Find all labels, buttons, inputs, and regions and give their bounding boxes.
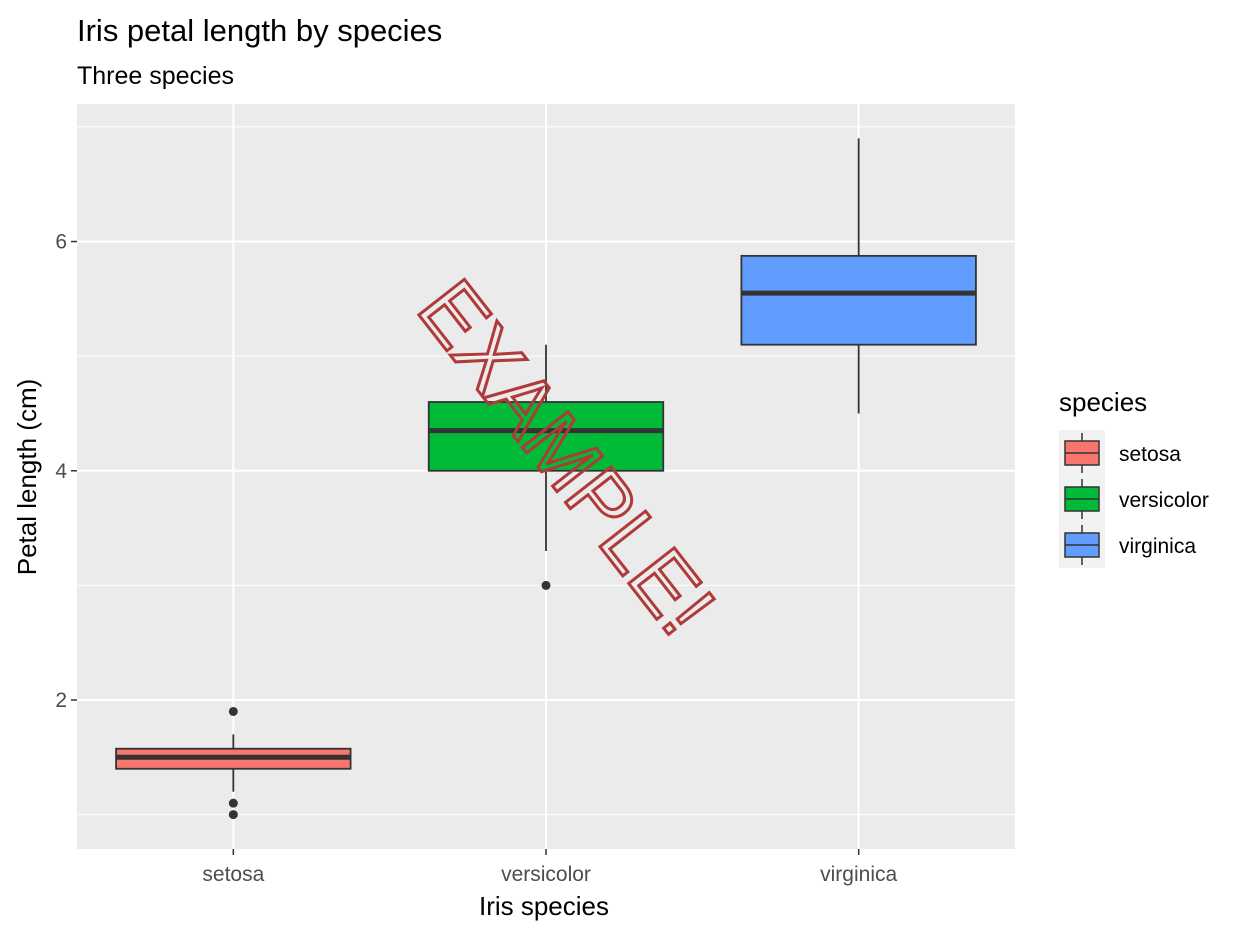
x-tick-label: setosa bbox=[202, 863, 264, 886]
box-virginica bbox=[740, 138, 977, 414]
legend-item-versicolor: versicolor bbox=[1059, 476, 1209, 522]
y-axis: 2 4 6 bbox=[55, 231, 77, 712]
y-tick-label: 4 bbox=[55, 460, 67, 483]
chart-subtitle: Three species bbox=[77, 62, 234, 90]
box-versicolor bbox=[427, 344, 665, 590]
box-setosa bbox=[115, 706, 352, 820]
y-tick-label: 2 bbox=[55, 689, 67, 712]
legend-item-virginica: virginica bbox=[1059, 522, 1196, 568]
legend: species setosa versicolor virginica bbox=[1059, 387, 1209, 568]
box-body bbox=[427, 401, 665, 472]
legend-label: setosa bbox=[1119, 443, 1181, 466]
box-group bbox=[115, 138, 977, 820]
legend-item-setosa: setosa bbox=[1059, 430, 1181, 476]
x-tick-label: versicolor bbox=[501, 863, 591, 886]
y-axis-title: Petal length (cm) bbox=[12, 379, 42, 576]
legend-label: versicolor bbox=[1119, 489, 1209, 512]
x-tick-label: virginica bbox=[820, 863, 897, 886]
chart-title: Iris petal length by species bbox=[77, 13, 442, 48]
box-body bbox=[740, 254, 977, 346]
outlier-point bbox=[228, 810, 238, 820]
legend-title: species bbox=[1059, 387, 1147, 417]
y-tick-label: 6 bbox=[55, 231, 67, 254]
x-axis: setosa versicolor virginica bbox=[202, 849, 897, 886]
outlier-point bbox=[541, 580, 551, 590]
outlier-point bbox=[228, 706, 238, 716]
outlier-point bbox=[228, 798, 238, 808]
legend-label: virginica bbox=[1119, 535, 1196, 558]
x-axis-title: Iris species bbox=[479, 891, 609, 921]
